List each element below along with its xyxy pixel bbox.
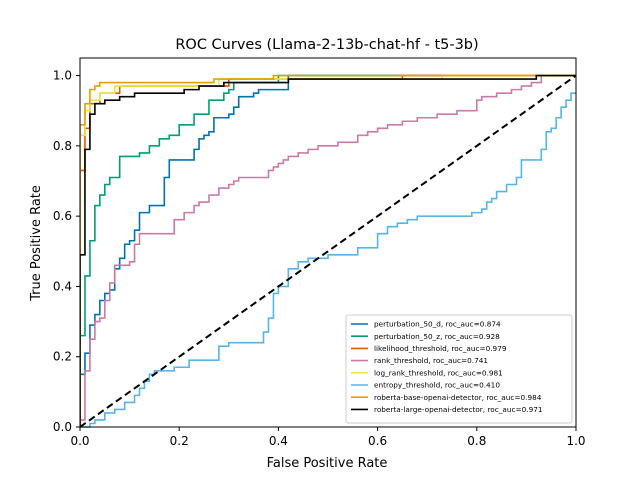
plot-frame xyxy=(79,57,577,428)
roc-curve-2 xyxy=(80,74,576,427)
legend-entry-label: roberta-base-openai-detector, roc_auc=0.… xyxy=(374,393,542,402)
x-tick-label: 0.2 xyxy=(170,434,189,448)
y-tick-label: 1.0 xyxy=(53,69,72,83)
chance-diagonal-line xyxy=(79,74,577,428)
legend-entry-label: perturbation_50_z, roc_auc=0.928 xyxy=(374,332,500,341)
x-tick-label: 0.6 xyxy=(368,434,387,448)
y-tick-label: 0.4 xyxy=(53,279,72,293)
legend-entry-label: log_rank_threshold, roc_auc=0.981 xyxy=(374,368,503,377)
legend-entry-label: perturbation_50_d, roc_auc=0.874 xyxy=(374,320,501,329)
legend-entry-label: entropy_threshold, roc_auc=0.410 xyxy=(374,381,500,390)
x-axis-ticks: 0.0 0.2 0.4 0.6 0.8 1.0 xyxy=(70,427,586,448)
roc-curve-1 xyxy=(80,74,576,427)
legend-entry-label: roberta-large-openai-detector, roc_auc=0… xyxy=(374,405,543,414)
y-axis-ticks: 0.0 0.2 0.4 0.6 0.8 1.0 xyxy=(53,69,80,434)
x-tick-label: 0.4 xyxy=(269,434,288,448)
y-tick-label: 0.8 xyxy=(53,139,72,153)
x-axis-label: False Positive Rate xyxy=(267,456,388,471)
legend: perturbation_50_d, roc_auc=0.874 perturba… xyxy=(345,314,573,424)
roc-curve-6 xyxy=(80,92,576,428)
roc-curve-4 xyxy=(80,74,576,427)
y-axis-label: True Positive Rate xyxy=(29,185,44,302)
x-tick-label: 1.0 xyxy=(566,434,585,448)
roc-curve-8 xyxy=(80,74,576,427)
x-tick-label: 0.8 xyxy=(467,434,486,448)
legend-entry-label: likelihood_threshold, roc_auc=0.979 xyxy=(374,344,507,353)
y-tick-label: 0.6 xyxy=(53,209,72,223)
x-tick-label: 0.0 xyxy=(70,434,89,448)
y-tick-label: 0.0 xyxy=(53,420,72,434)
y-tick-label: 0.2 xyxy=(53,350,72,364)
legend-entry-label: rank_threshold, roc_auc=0.741 xyxy=(374,356,488,365)
roc-curve-7 xyxy=(80,74,576,427)
legend-box xyxy=(345,314,573,424)
chart-title: ROC Curves (Llama-2-13b-chat-hf - t5-3b) xyxy=(175,37,478,53)
roc-series xyxy=(79,74,577,428)
